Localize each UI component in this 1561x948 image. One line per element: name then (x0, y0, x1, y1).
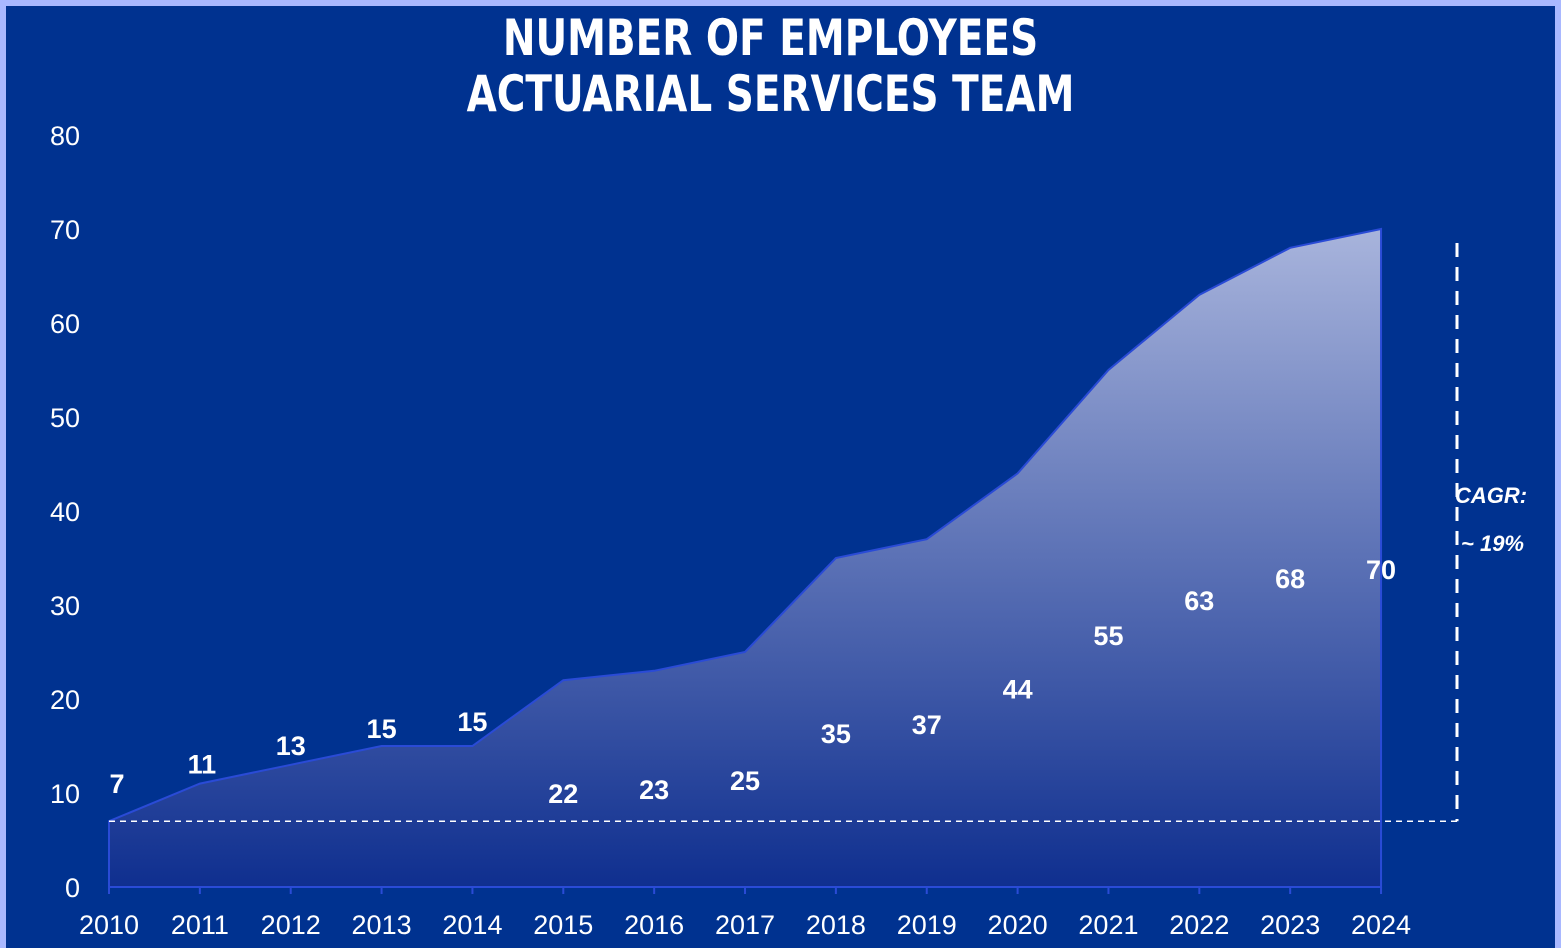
chart-title: NUMBER OF EMPLOYEES ACTUARIAL SERVICES T… (162, 10, 1380, 122)
data-label: 44 (1003, 674, 1033, 704)
x-axis-labels: 2010 2011 2012 2013 2014 2015 2016 2017 2018 2019… (79, 910, 1411, 940)
x-tick-label: 2020 (988, 910, 1048, 940)
chart-title-line-2: ACTUARIAL SERVICES TEAM (466, 65, 1075, 123)
data-label: 70 (1366, 555, 1396, 585)
x-tick-label: 2023 (1260, 910, 1320, 940)
data-label: 15 (457, 707, 487, 737)
data-label: 35 (821, 719, 851, 749)
data-label: 23 (639, 775, 669, 805)
y-tick-label: 60 (50, 309, 80, 339)
x-tick-label: 2021 (1078, 910, 1138, 940)
x-tick-label: 2015 (533, 910, 593, 940)
data-label: 13 (276, 731, 306, 761)
x-tick-label: 2012 (261, 910, 321, 940)
x-tick-label: 2018 (806, 910, 866, 940)
data-label: 22 (548, 779, 578, 809)
drop-lines (107, 229, 1383, 912)
x-tick-label: 2017 (715, 910, 775, 940)
y-tick-label: 10 (50, 779, 80, 809)
x-tick-label: 2019 (897, 910, 957, 940)
y-tick-label: 0 (65, 873, 80, 903)
y-tick-label: 40 (50, 497, 80, 527)
data-label: 15 (367, 714, 397, 744)
data-label: 68 (1275, 564, 1305, 594)
data-label: 7 (109, 769, 124, 799)
x-tick-label: 2013 (352, 910, 412, 940)
data-label: 63 (1184, 586, 1214, 616)
x-tick-label: 2024 (1351, 910, 1411, 940)
chart-title-line-1: NUMBER OF EMPLOYEES (502, 9, 1039, 67)
x-tick-label: 2010 (79, 910, 139, 940)
x-tick-label: 2022 (1169, 910, 1229, 940)
data-label: 37 (912, 710, 942, 740)
x-axis-ticks (108, 887, 1383, 894)
x-tick-label: 2011 (171, 910, 229, 940)
data-labels: 7 11 13 15 15 22 23 25 35 37 44 55 63 68 70 (109, 555, 1396, 809)
y-tick-label: 20 (50, 685, 80, 715)
y-tick-label: 50 (50, 403, 80, 433)
y-tick-label: 80 (50, 121, 80, 151)
data-label: 55 (1093, 621, 1123, 651)
x-tick-label: 2014 (442, 910, 502, 940)
y-tick-label: 30 (50, 591, 80, 621)
y-tick-label: 70 (50, 215, 80, 245)
data-label: 25 (730, 766, 760, 796)
cagr-value: ~ 19% (1461, 531, 1524, 556)
x-tick-label: 2016 (624, 910, 684, 940)
area-series (108, 227, 1383, 888)
data-label: 11 (188, 750, 217, 780)
cagr-label: CAGR: (1455, 483, 1527, 508)
y-axis-labels: 0 10 20 30 40 50 60 70 80 (50, 121, 80, 903)
